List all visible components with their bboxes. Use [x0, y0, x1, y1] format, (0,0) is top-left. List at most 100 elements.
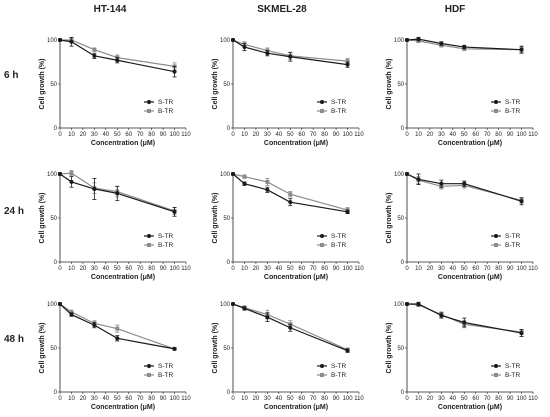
- panel-6-legend-b-tr-label: B-TR: [158, 372, 173, 379]
- panel-0-s-tr-point: [172, 69, 177, 74]
- panel-6-x-tick-label: 110: [181, 396, 191, 402]
- panel-1-x-tick-label: 0: [231, 132, 235, 138]
- panel-3-x-tick-label: 60: [125, 266, 132, 272]
- panel-5-x-tick-label: 40: [449, 266, 456, 272]
- panel-3-x-tick-label: 10: [68, 266, 75, 272]
- panel-7-legend-b-tr-label: B-TR: [331, 372, 346, 379]
- panel-7-x-tick-label: 40: [275, 396, 282, 402]
- panel-8-y-axis-label: Cell growth (%): [386, 323, 393, 374]
- panel-0-x-tick-label: 50: [114, 132, 121, 138]
- panel-0-x-tick-label: 30: [91, 132, 98, 138]
- panel-7-x-tick-label: 20: [253, 396, 260, 402]
- panel-8-x-tick-label: 0: [405, 396, 409, 402]
- panel-5-legend-s-tr-marker: [494, 234, 498, 238]
- panel-5-s-tr-point: [462, 181, 467, 186]
- panel-0-x-tick-label: 100: [170, 132, 181, 138]
- panel-4-s-tr-point: [231, 172, 235, 176]
- panel-2-x-tick-label: 70: [484, 132, 491, 138]
- panel-7-y-tick-label: 100: [220, 302, 231, 308]
- panel-7-x-tick-label: 100: [343, 396, 354, 402]
- panel-3-b-tr-point: [69, 171, 74, 176]
- panel-4-legend-s-tr-marker: [320, 234, 324, 238]
- panel-7-s-tr-point: [242, 306, 247, 311]
- panel-0-s-tr-point: [58, 38, 62, 42]
- panel-0-x-tick-label: 10: [68, 132, 75, 138]
- panel-7-legend-b-tr-marker: [320, 373, 324, 377]
- panel-8-legend-s-tr-label: S-TR: [505, 363, 520, 370]
- panel-6-s-tr-point: [172, 346, 177, 351]
- panel-3-x-tick-label: 100: [170, 266, 181, 272]
- panel-8-x-tick-label: 70: [484, 396, 491, 402]
- panel-1-x-tick-label: 30: [264, 132, 271, 138]
- panel-3-x-tick-label: 50: [114, 266, 121, 272]
- panel-3-legend-b-tr-marker: [147, 243, 151, 247]
- panel-3-x-axis-label: Concentration (μM): [91, 274, 155, 281]
- panel-1-y-axis-label: Cell growth (%): [212, 59, 219, 110]
- panel-8-x-tick-label: 100: [517, 396, 528, 402]
- panel-3-s-tr-point: [69, 179, 74, 184]
- panel-2-x-tick-label: 90: [507, 132, 514, 138]
- panel-1-y-tick-label: 0: [227, 126, 231, 132]
- panel-4-x-axis-label: Concentration (μM): [264, 274, 328, 281]
- panel-5-y-axis-label: Cell growth (%): [386, 193, 393, 244]
- panel-6-x-tick-label: 60: [125, 396, 132, 402]
- panel-2-s-tr-point: [439, 41, 444, 46]
- panel-8-x-tick-label: 60: [472, 396, 479, 402]
- panel-6-x-axis-label: Concentration (μM): [91, 404, 155, 411]
- panel-5-x-tick-label: 0: [405, 266, 409, 272]
- panel-1-legend-s-tr-label: S-TR: [331, 99, 346, 106]
- panel-1-s-tr-point: [231, 38, 235, 42]
- panel-3-legend-b-tr-label: B-TR: [158, 242, 173, 249]
- panel-2-x-tick-label: 0: [405, 132, 409, 138]
- panel-6-x-tick-label: 20: [80, 396, 87, 402]
- panel-0-x-tick-label: 0: [58, 132, 62, 138]
- panel-7-s-tr-point: [345, 348, 350, 353]
- panel-5-x-tick-label: 20: [427, 266, 434, 272]
- panel-4-s-tr-point: [242, 181, 247, 186]
- panel-6-x-tick-label: 100: [170, 396, 181, 402]
- panel-8-y-tick-label: 100: [394, 302, 405, 308]
- panel-8-x-tick-label: 30: [438, 396, 445, 402]
- panel-5-s-tr-point: [519, 199, 524, 204]
- panel-4-s-tr-point: [345, 209, 350, 214]
- panel-7-y-axis-label: Cell growth (%): [212, 323, 219, 374]
- panel-4-x-tick-label: 50: [287, 266, 294, 272]
- panel-6-b-tr-point: [115, 326, 120, 331]
- panel-0-legend-s-tr-marker: [147, 100, 151, 104]
- panel-1-x-tick-label: 70: [310, 132, 317, 138]
- panel-3-y-tick-label: 50: [50, 216, 57, 222]
- panel-1-x-tick-label: 50: [287, 132, 294, 138]
- panel-1-legend-s-tr-marker: [320, 100, 324, 104]
- panel-0-x-tick-label: 80: [148, 132, 155, 138]
- panel-2-s-tr-point: [462, 45, 467, 50]
- panel-8-x-tick-label: 90: [507, 396, 514, 402]
- panel-5-x-tick-label: 110: [528, 266, 538, 272]
- panel-5-x-tick-label: 60: [472, 266, 479, 272]
- panel-5-legend-b-tr-marker: [494, 243, 498, 247]
- panel-2-y-tick-label: 50: [397, 82, 404, 88]
- panel-0-x-tick-label: 110: [181, 132, 191, 138]
- panel-7-x-tick-label: 10: [241, 396, 248, 402]
- panel-8-s-tr-point: [462, 320, 467, 325]
- panel-1-s-tr-point: [288, 54, 293, 59]
- panel-5-x-axis-label: Concentration (μM): [438, 274, 502, 281]
- panel-3-legend-s-tr-marker: [147, 234, 151, 238]
- panel-2-x-tick-label: 40: [449, 132, 456, 138]
- panel-2-y-tick-label: 0: [401, 126, 405, 132]
- panel-8-legend-b-tr-marker: [494, 373, 498, 377]
- panel-6-y-tick-label: 50: [50, 346, 57, 352]
- panel-4-x-tick-label: 30: [264, 266, 271, 272]
- panel-3-legend-s-tr-label: S-TR: [158, 233, 173, 240]
- panel-2-s-tr-point: [519, 47, 524, 52]
- panel-4-legend-b-tr-marker: [320, 243, 324, 247]
- row-label-48h: 48 h: [4, 334, 25, 345]
- panel-3-s-tr-point: [92, 186, 97, 191]
- panel-7-s-tr-point: [231, 302, 235, 306]
- panel-4-y-tick-label: 100: [220, 172, 231, 178]
- panel-0-x-axis-label: Concentration (μM): [91, 140, 155, 147]
- panel-4-x-tick-label: 0: [231, 266, 235, 272]
- panel-3-x-tick-label: 80: [148, 266, 155, 272]
- panel-8-s-tr-point: [405, 302, 409, 306]
- panel-2-x-tick-label: 50: [461, 132, 468, 138]
